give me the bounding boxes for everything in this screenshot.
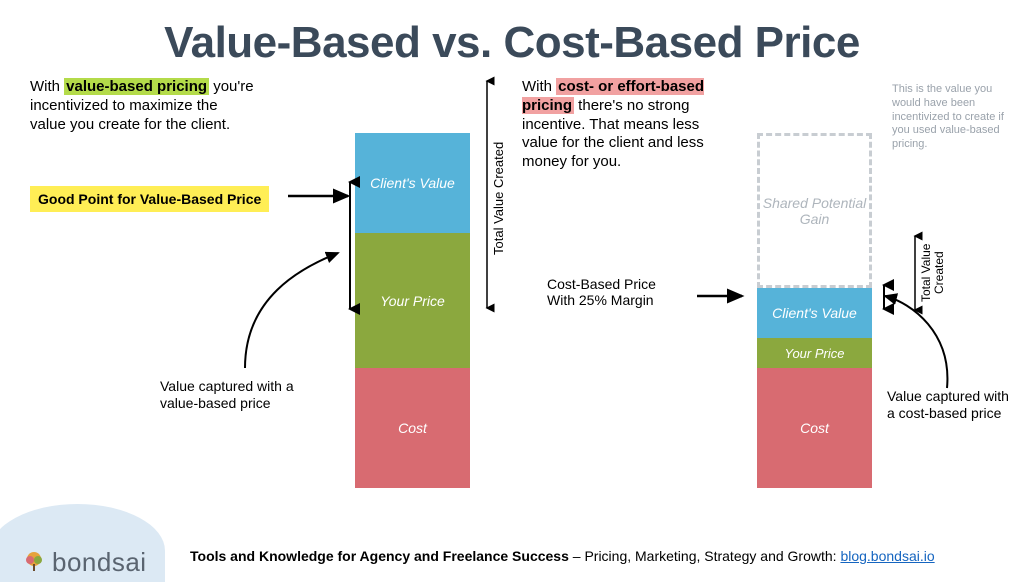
cost-based-label-l1: Cost-Based Price bbox=[547, 276, 707, 292]
right-seg-client: Client's Value bbox=[757, 288, 872, 338]
left-callout: Value captured with a value-based price bbox=[160, 378, 320, 412]
footer-bold: Tools and Knowledge for Agency and Freel… bbox=[190, 548, 569, 564]
tree-icon bbox=[22, 550, 46, 574]
left-column: With value-based pricing you're incentiv… bbox=[30, 78, 512, 488]
left-curve-arrow-icon bbox=[240, 248, 350, 378]
left-seg-price: Your Price bbox=[355, 233, 470, 368]
left-tvc-label: Total Value Created bbox=[491, 133, 506, 263]
right-curve-arrow-icon bbox=[882, 293, 972, 393]
brand-text: bondsai bbox=[52, 547, 147, 578]
brand: bondsai bbox=[22, 547, 147, 578]
left-seg-client: Client's Value bbox=[355, 133, 470, 233]
right-column: With cost- or effort-based pricing there… bbox=[522, 78, 1004, 488]
good-point-label: Good Point for Value-Based Price bbox=[30, 186, 269, 212]
right-seg-cost: Cost bbox=[757, 368, 872, 488]
left-chart: Client's Value Your Price Cost Total Val… bbox=[255, 78, 512, 488]
right-callout: Value captured with a cost-based price bbox=[887, 388, 1017, 422]
right-note: This is the value you would have been in… bbox=[892, 83, 1012, 152]
footer-rest: – Pricing, Marketing, Strategy and Growt… bbox=[569, 548, 841, 564]
footer-link[interactable]: blog.bondsai.io bbox=[840, 548, 934, 564]
left-intro-highlight: value-based pricing bbox=[64, 78, 209, 95]
right-ghost: Shared Potential Gain bbox=[757, 133, 872, 288]
left-intro: With value-based pricing you're incentiv… bbox=[30, 78, 255, 488]
page-title: Value-Based vs. Cost-Based Price bbox=[0, 0, 1024, 68]
left-intro-pre: With bbox=[30, 78, 64, 95]
footer-text: Tools and Knowledge for Agency and Freel… bbox=[190, 548, 935, 564]
cost-based-label: Cost-Based Price With 25% Margin bbox=[547, 276, 707, 308]
cost-based-label-l2: With 25% Margin bbox=[547, 292, 707, 308]
footer: bondsai Tools and Knowledge for Agency a… bbox=[0, 526, 1024, 576]
left-seg-cost: Cost bbox=[355, 368, 470, 488]
right-seg-price: Your Price bbox=[757, 338, 872, 368]
right-intro-pre: With bbox=[522, 78, 556, 95]
